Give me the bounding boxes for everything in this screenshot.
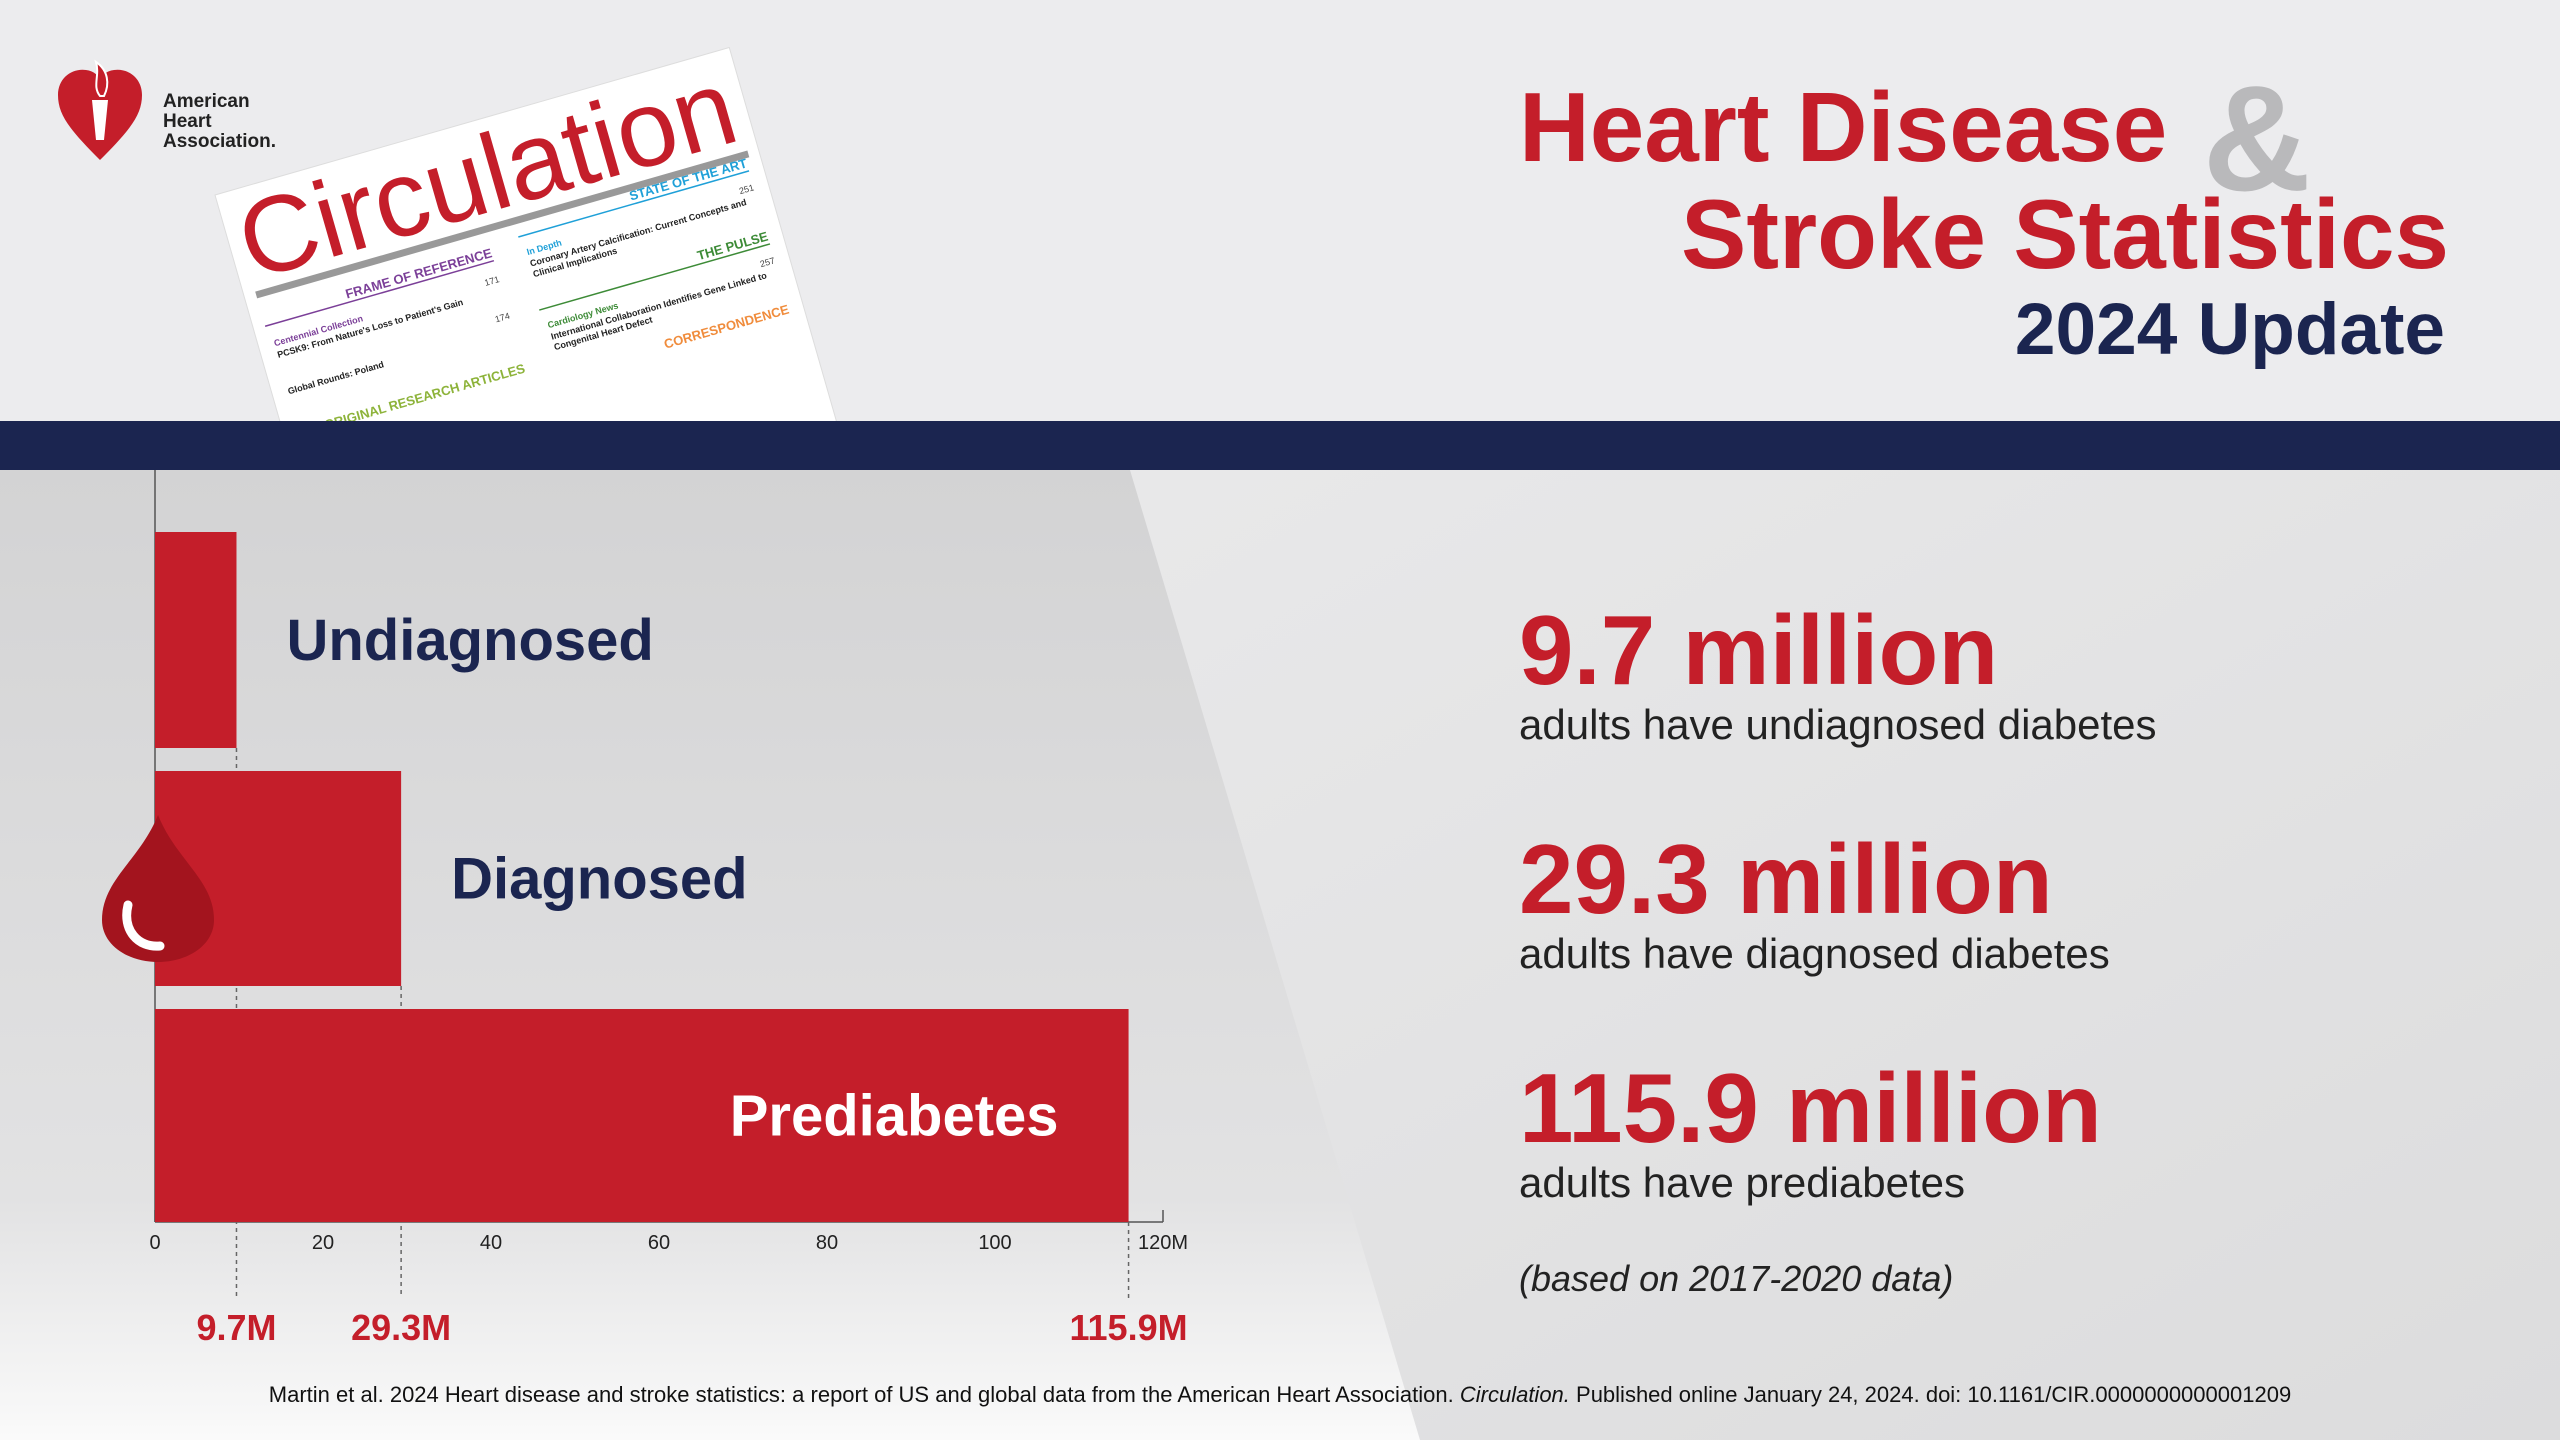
cover-page-number: 251 <box>738 182 755 196</box>
data-note: (based on 2017-2020 data) <box>1519 1258 1953 1299</box>
value-label: 9.7M <box>196 1307 276 1348</box>
citation: Martin et al. 2024 Heart disease and str… <box>269 1382 2291 1407</box>
stat-value: 29.3 million <box>1519 824 2053 934</box>
x-tick-label: 0 <box>149 1232 160 1254</box>
title-ampersand: & <box>2203 54 2311 222</box>
logo-text: American <box>163 91 250 112</box>
subtitle: 2024 Update <box>2015 289 2445 370</box>
x-tick-label: 40 <box>480 1232 502 1254</box>
title-line: Heart Disease <box>1519 72 2167 182</box>
stat-text: adults have diagnosed diabetes <box>1519 930 2110 977</box>
divider-band <box>0 421 2560 470</box>
x-tick-label: 120M <box>1138 1232 1188 1254</box>
cover-rule <box>255 150 750 299</box>
x-tick-label: 60 <box>648 1232 670 1254</box>
bar <box>155 1009 1129 1222</box>
citation-journal: Circulation. <box>1460 1382 1570 1407</box>
cover-page-number: 171 <box>483 274 500 288</box>
stat-value: 115.9 million <box>1519 1053 2102 1163</box>
cover-page <box>214 46 874 421</box>
cover-page-number: 174 <box>494 311 511 325</box>
cover-rule <box>518 170 750 238</box>
x-tick-label: 100 <box>978 1232 1011 1254</box>
citation-text: Published online January 24, 2024. doi: … <box>1570 1382 2291 1407</box>
cover-rule <box>539 243 771 311</box>
logo-flame <box>94 59 109 97</box>
cover-rule <box>264 259 495 327</box>
citation-text: Martin et al. 2024 Heart disease and str… <box>269 1382 1460 1407</box>
logo-text: Association. <box>163 131 276 152</box>
value-label: 29.3M <box>351 1307 451 1348</box>
value-label: 115.9M <box>1070 1307 1188 1348</box>
category-label: Diagnosed <box>451 847 748 912</box>
category-label: Prediabetes <box>730 1084 1059 1149</box>
stat-text: adults have prediabetes <box>1519 1159 1965 1206</box>
drop-highlight <box>122 900 165 951</box>
stat-value: 9.7 million <box>1519 595 1998 705</box>
blood-drop-icon <box>102 815 214 962</box>
logo-torch <box>92 100 108 140</box>
stat-text: adults have undiagnosed diabetes <box>1519 701 2157 748</box>
logo-text: Heart <box>163 111 212 132</box>
title-line: Stroke Statistics <box>1681 179 2449 289</box>
category-label: Undiagnosed <box>286 608 653 673</box>
x-tick-label: 20 <box>312 1232 334 1254</box>
logo: American Heart Association. <box>58 59 276 160</box>
bar <box>155 532 237 748</box>
x-tick-label: 80 <box>816 1232 838 1254</box>
bar-chart: 0 20 40 60 80 100 120M 9.7M Undiagnosed 29.3M Diag… <box>149 470 1188 1348</box>
cover-page-number: 257 <box>759 255 776 269</box>
